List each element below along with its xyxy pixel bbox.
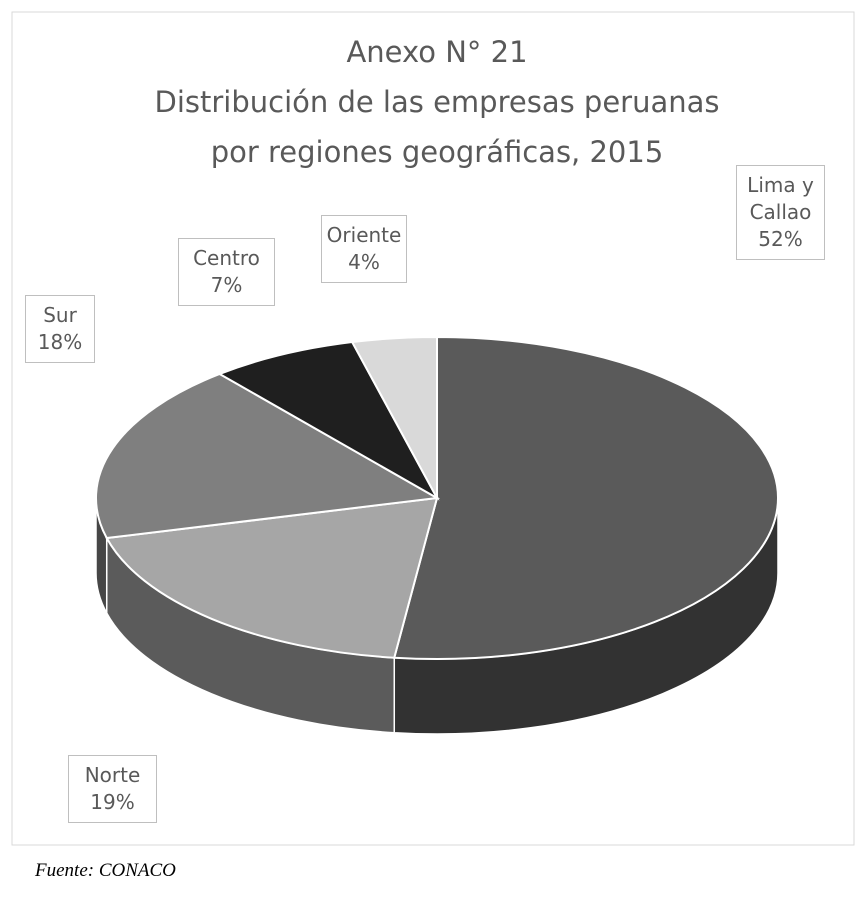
source-note: Fuente: CONACO (35, 860, 176, 881)
pie-slice (105, 496, 439, 659)
label-value: 19% (90, 790, 135, 814)
data-label: Norte 19% (68, 755, 157, 823)
data-label: Lima y Callao 52% (736, 165, 825, 260)
label-value: 52% (758, 227, 803, 251)
chart-frame (11, 11, 855, 846)
data-label: Sur 18% (25, 295, 95, 363)
label-value: 18% (37, 330, 83, 354)
label-value: 4% (348, 250, 380, 274)
pie-slice (95, 372, 441, 540)
label-category: Norte (84, 763, 141, 787)
label-category: Sur (43, 303, 77, 327)
pie-slice (392, 335, 780, 660)
label-category: Lima y Callao (747, 173, 814, 224)
pie-slice (217, 340, 440, 501)
data-label: Centro 7% (178, 238, 275, 306)
label-value: 7% (210, 273, 243, 297)
label-category: Centro (193, 246, 260, 270)
chart-title: Distribución de las empresas peruanas (154, 85, 719, 119)
data-label: Oriente 4% (321, 215, 407, 283)
label-category: Oriente (326, 223, 402, 247)
chart-title: Anexo N° 21 (346, 35, 527, 69)
pie-tops (95, 335, 780, 660)
chart-title: por regiones geográficas, 2015 (211, 135, 664, 169)
pie-slice (350, 335, 438, 499)
